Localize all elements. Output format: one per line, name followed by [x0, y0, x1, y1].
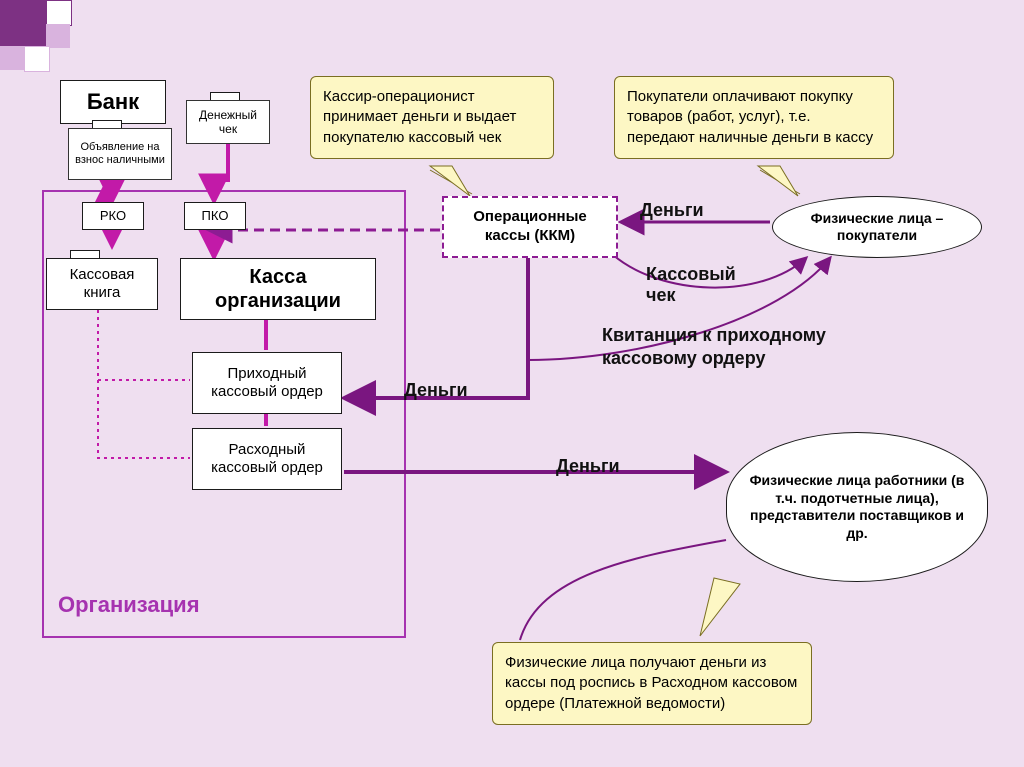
- node-cash-check: Денежный чек: [186, 100, 270, 144]
- node-org-cash: Касса организации: [180, 258, 376, 320]
- decor-square-5: [24, 46, 50, 72]
- node-rko: РКО: [82, 202, 144, 230]
- label-money-1: Деньги: [640, 200, 704, 221]
- label-money-3: Деньги: [556, 456, 620, 477]
- node-op-cash: Операционные кассы (ККМ): [442, 196, 618, 258]
- callout-buyers-pay: Покупатели оплачивают покупку товаров (р…: [614, 76, 894, 159]
- label-organization: Организация: [58, 592, 200, 618]
- node-rko-order: Расходный кассовый ордер: [192, 428, 342, 490]
- edge-callout1-tail: [430, 170, 472, 194]
- oval-buyers: Физические лица – покупатели: [772, 196, 982, 258]
- label-kvit: Квитанция к приходному кассовому ордеру: [602, 324, 832, 371]
- edge-workers-tail: [520, 540, 726, 640]
- decor-square-3: [46, 24, 70, 48]
- node-announcement: Объявление на взнос наличными: [68, 128, 172, 180]
- label-money-2: Деньги: [404, 380, 468, 401]
- node-bank: Банк: [60, 80, 166, 124]
- decor-square-1: [0, 0, 46, 46]
- node-pko: ПКО: [184, 202, 246, 230]
- decor-square-4: [0, 46, 24, 70]
- callout-cashier: Кассир-операционист принимает деньги и в…: [310, 76, 554, 159]
- edge-callout2-tail: [760, 170, 800, 194]
- label-receipt: Кассовый чек: [646, 264, 766, 306]
- node-pko-order: Приходный кассовый ордер: [192, 352, 342, 414]
- decor-square-2: [46, 0, 72, 26]
- callout-workers-receive: Физические лица получают деньги из кассы…: [492, 642, 812, 725]
- node-cash-book: Кассовая книга: [46, 258, 158, 310]
- oval-workers: Физические лица работники (в т.ч. подотч…: [726, 432, 988, 582]
